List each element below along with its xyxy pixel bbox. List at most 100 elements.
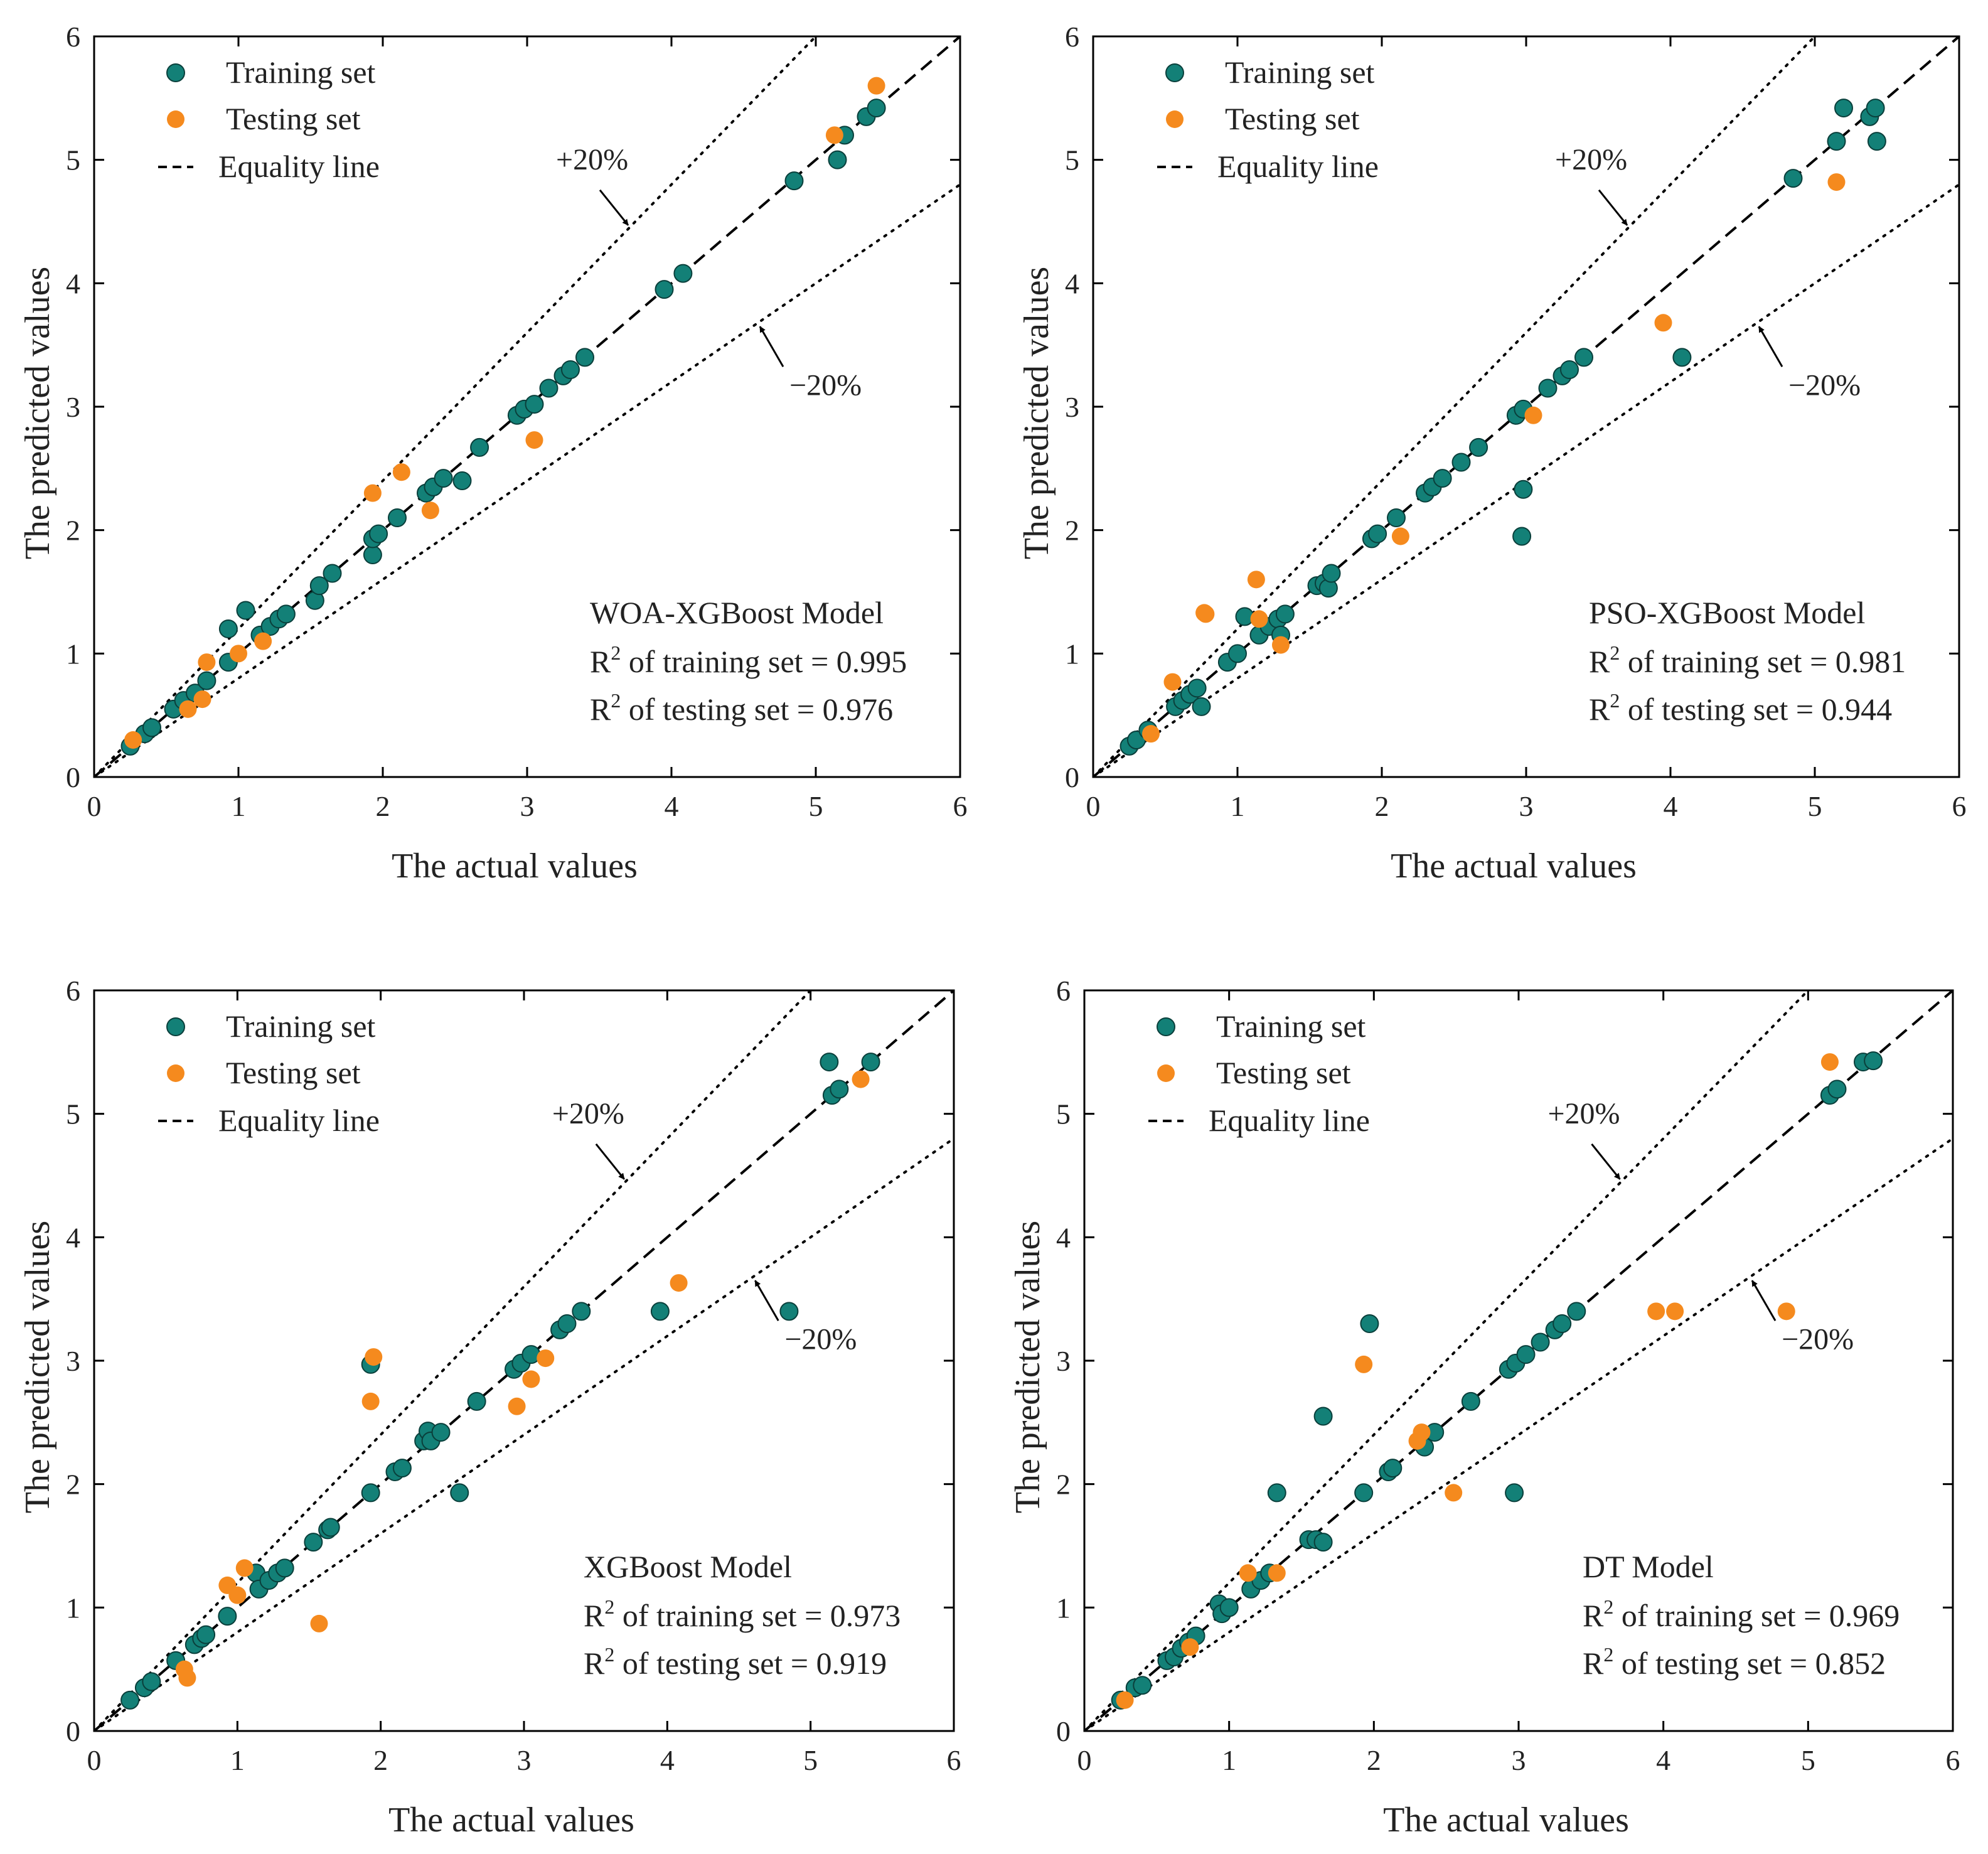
y-tick-label: 6 xyxy=(1065,21,1079,53)
testing-point-5 xyxy=(230,645,247,663)
x-tick-label: 2 xyxy=(1375,790,1389,822)
training-point-27 xyxy=(1451,453,1471,472)
x-tick-label: 1 xyxy=(1222,1744,1236,1776)
training-point-21 xyxy=(388,508,407,527)
y-tick-label: 2 xyxy=(66,515,80,547)
plus-20-arrow xyxy=(1591,1143,1621,1180)
minus-20-label: −20% xyxy=(784,1322,857,1356)
x-tick-label: 2 xyxy=(373,1744,388,1776)
training-point-28 xyxy=(1469,437,1488,457)
legend-equality-label: Equality line xyxy=(218,1103,380,1138)
legend-training-marker xyxy=(1157,1017,1175,1036)
x-tick-label: 5 xyxy=(1808,790,1822,822)
testing-point-1 xyxy=(1142,725,1160,743)
testing-point-9 xyxy=(421,501,439,520)
minus-20-label: −20% xyxy=(1782,1322,1854,1356)
reference-lines xyxy=(1084,990,1953,1731)
training-point-17 xyxy=(361,1483,380,1503)
testing-point-7 xyxy=(1413,1423,1431,1442)
training-point-30 xyxy=(539,378,558,398)
legend-testing-marker xyxy=(1157,1064,1175,1082)
legend-equality-label: Equality line xyxy=(1209,1103,1370,1138)
y-tick-label: 2 xyxy=(1056,1469,1071,1501)
x-tick-label: 2 xyxy=(376,790,390,822)
y-tick-label: 0 xyxy=(66,761,80,793)
equality-line xyxy=(94,36,960,777)
chart-panel-4: 0 1 2 3 4 5 6 0 1 2 3 4 5 6 The actual values The predi… xyxy=(1008,975,1960,1840)
testing-point-9 xyxy=(1524,406,1542,424)
x-tick-label: 0 xyxy=(1086,790,1101,822)
y-tick-label: 4 xyxy=(1065,267,1079,299)
testing-point-3 xyxy=(193,690,211,709)
model-name: XGBoost Model xyxy=(584,1549,792,1584)
training-point-10 xyxy=(1228,644,1247,663)
training-point-37 xyxy=(830,1080,849,1099)
x-axis-label: The actual values xyxy=(1383,1801,1629,1840)
y-tick-label: 1 xyxy=(66,638,80,670)
y-axis-label: The predicted values xyxy=(1008,1221,1047,1513)
testing-point-6 xyxy=(1250,610,1268,628)
model-name: DT Model xyxy=(1583,1549,1714,1584)
y-tick-label: 1 xyxy=(1065,638,1079,670)
y-tick-label: 6 xyxy=(66,975,80,1007)
testing-point-8 xyxy=(1445,1484,1463,1502)
x-tick-label: 6 xyxy=(1952,790,1967,822)
training-point-35 xyxy=(820,1053,839,1072)
x-axis-label: The actual values xyxy=(1391,847,1637,886)
chart-panel-2: 0 1 2 3 4 5 6 0 1 2 3 4 5 6 The actual values The predi… xyxy=(1017,21,1967,886)
legend-equality-label: Equality line xyxy=(1217,149,1379,184)
x-tick-label: 2 xyxy=(1367,1744,1381,1776)
testing-point-7 xyxy=(1272,636,1290,654)
legend-training-label: Training set xyxy=(1225,55,1375,90)
training-point-38 xyxy=(1783,169,1803,188)
training-point-36 xyxy=(784,171,804,191)
training-point-23 xyxy=(1383,1459,1403,1478)
x-tick-label: 4 xyxy=(1664,790,1678,822)
legend-testing-marker xyxy=(167,1064,184,1082)
training-point-36 xyxy=(1574,348,1593,367)
testing-point-1 xyxy=(1116,1691,1134,1709)
y-tick-label: 5 xyxy=(66,144,80,176)
testing-point-10 xyxy=(525,431,543,449)
y-tick-label: 0 xyxy=(1065,761,1079,793)
x-tick-label: 5 xyxy=(809,790,823,822)
training-point-31 xyxy=(557,1314,577,1333)
training-point-20 xyxy=(369,524,388,544)
r2-training-label: R2 of training set = 0.995 xyxy=(590,641,907,679)
x-axis-label: The actual values xyxy=(392,847,638,886)
testing-point-2 xyxy=(178,1669,196,1687)
x-tick-label: 1 xyxy=(1231,790,1245,822)
y-tick-label: 5 xyxy=(1065,144,1079,176)
training-point-42 xyxy=(1866,99,1885,118)
training-point-37 xyxy=(1672,348,1692,367)
training-point-28 xyxy=(1505,1483,1524,1503)
training-point-31 xyxy=(1531,1332,1550,1352)
x-tick-label: 0 xyxy=(87,790,102,822)
x-tick-label: 3 xyxy=(1512,1744,1526,1776)
training-point-32 xyxy=(1514,480,1533,499)
legend-training-label: Training set xyxy=(226,55,376,90)
chart-panel-1: 0 1 2 3 4 5 6 0 1 2 3 4 5 6 The actual values The predi… xyxy=(18,21,968,886)
testing-point-5 xyxy=(235,1559,254,1577)
training-point-18 xyxy=(363,545,382,564)
training-point-9 xyxy=(218,619,238,638)
testing-point-10 xyxy=(1666,1302,1684,1321)
x-tick-label: 5 xyxy=(1801,1744,1815,1776)
training-point-25 xyxy=(450,1483,469,1503)
training-point-33 xyxy=(575,348,594,367)
legend-testing-label: Testing set xyxy=(1225,101,1360,136)
training-point-14 xyxy=(304,1533,323,1552)
plus-20-label: +20% xyxy=(556,143,628,176)
training-point-34 xyxy=(779,1302,799,1321)
training-point-26 xyxy=(470,437,489,457)
training-point-23 xyxy=(1387,508,1406,527)
r2-testing-label: R2 of testing set = 0.919 xyxy=(584,1643,887,1681)
reference-lines xyxy=(94,36,960,777)
training-point-3 xyxy=(1133,1676,1152,1695)
testing-point-13 xyxy=(852,1070,870,1088)
minus-20-label: −20% xyxy=(789,368,862,402)
testing-point-8 xyxy=(1391,527,1409,545)
x-tick-label: 4 xyxy=(1656,1744,1670,1776)
equality-line xyxy=(1084,990,1953,1731)
